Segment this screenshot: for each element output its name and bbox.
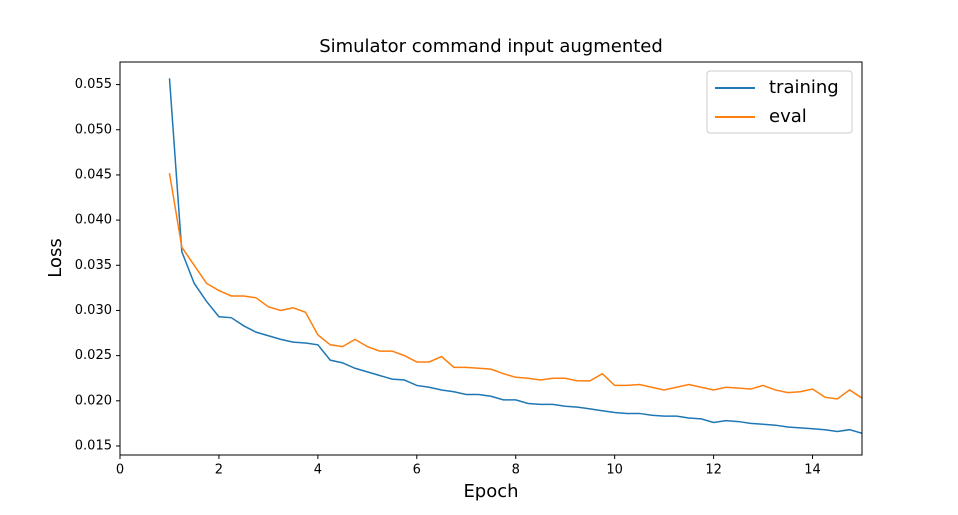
x-tick-label: 12 [705, 463, 722, 478]
y-tick-label: 0.055 [75, 77, 112, 92]
line-series [168, 172, 862, 400]
x-tick-label: 14 [804, 463, 821, 478]
x-tick-label: 8 [512, 463, 520, 478]
legend-label: eval [769, 106, 807, 127]
y-tick-label: 0.035 [75, 258, 112, 273]
legend-label: training [769, 77, 839, 98]
x-tick-label: 4 [314, 463, 322, 478]
y-tick-label: 0.020 [75, 393, 112, 408]
y-tick-label: 0.040 [75, 213, 112, 228]
y-tick-label: 0.050 [75, 122, 112, 137]
y-tick-label: 0.045 [75, 167, 112, 182]
x-tick-label: 2 [215, 463, 223, 478]
x-tick-label: 0 [116, 463, 124, 478]
chart-title: Simulator command input augmented [319, 36, 663, 57]
x-axis-label: Epoch [463, 481, 518, 502]
line-series [168, 78, 862, 435]
x-tick-label: 6 [413, 463, 421, 478]
y-axis-label: Loss [45, 238, 66, 277]
plot-frame [119, 61, 863, 456]
y-tick-label: 0.025 [75, 348, 112, 363]
x-tick-label: 10 [606, 463, 623, 478]
y-tick-label: 0.030 [75, 303, 112, 318]
y-tick-label: 0.015 [75, 438, 112, 453]
